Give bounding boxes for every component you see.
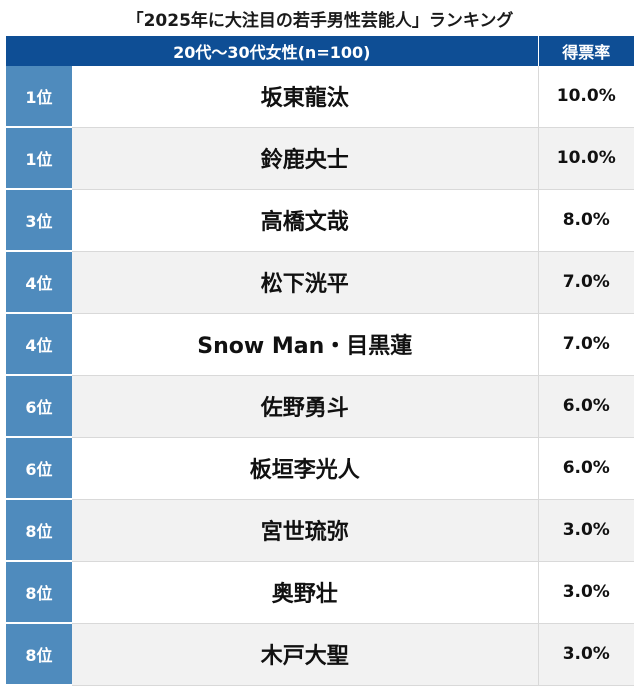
vote-percentage: 10.0% — [538, 66, 635, 128]
header-vote-share: 得票率 — [538, 36, 635, 66]
celebrity-name: 坂東龍汰 — [72, 66, 539, 128]
celebrity-name: 宮世琉弥 — [72, 499, 539, 562]
celebrity-name: 松下洸平 — [72, 251, 539, 314]
table-row: 4位 松下洸平 7.0% — [6, 251, 635, 314]
rank-label: 1位 — [6, 66, 72, 128]
table-row: 1位 坂東龍汰 10.0% — [6, 66, 635, 128]
table-row: 6位 佐野勇斗 6.0% — [6, 375, 635, 438]
rank-label: 6位 — [6, 375, 72, 438]
rank-label: 1位 — [6, 127, 72, 190]
table-row: 1位 鈴鹿央士 10.0% — [6, 127, 635, 190]
celebrity-name: 板垣李光人 — [72, 437, 539, 500]
vote-percentage: 3.0% — [538, 561, 635, 624]
table-header-row: 20代〜30代女性(n=100) 得票率 — [6, 36, 635, 66]
vote-percentage: 6.0% — [538, 375, 635, 438]
rank-label: 8位 — [6, 499, 72, 562]
rank-label: 6位 — [6, 437, 72, 500]
table-row: 8位 木戸大聖 3.0% — [6, 623, 635, 686]
header-respondent-group: 20代〜30代女性(n=100) — [6, 36, 539, 66]
vote-percentage: 3.0% — [538, 623, 635, 686]
rank-label: 4位 — [6, 251, 72, 314]
vote-percentage: 7.0% — [538, 251, 635, 314]
vote-percentage: 6.0% — [538, 437, 635, 500]
celebrity-name: 高橋文哉 — [72, 189, 539, 252]
table-row: 8位 宮世琉弥 3.0% — [6, 499, 635, 562]
rank-label: 3位 — [6, 189, 72, 252]
rank-label: 8位 — [6, 561, 72, 624]
table-row: 6位 板垣李光人 6.0% — [6, 437, 635, 500]
ranking-body: 1位 坂東龍汰 10.0% 1位 鈴鹿央士 10.0% 3位 高橋文哉 8.0% 4位 松下洸平 7.… — [6, 66, 635, 686]
celebrity-name: 奥野壮 — [72, 561, 539, 624]
celebrity-name: 木戸大聖 — [72, 623, 539, 686]
celebrity-name: 鈴鹿央士 — [72, 127, 539, 190]
vote-percentage: 3.0% — [538, 499, 635, 562]
vote-percentage: 10.0% — [538, 127, 635, 190]
celebrity-name: 佐野勇斗 — [72, 375, 539, 438]
ranking-table: 20代〜30代女性(n=100) 得票率 1位 坂東龍汰 10.0% 1位 鈴鹿央士 10… — [6, 36, 635, 686]
vote-percentage: 8.0% — [538, 189, 635, 252]
vote-percentage: 7.0% — [538, 313, 635, 376]
celebrity-name: Snow Man・目黒蓮 — [72, 313, 539, 376]
table-row: 8位 奥野壮 3.0% — [6, 561, 635, 624]
table-row: 3位 高橋文哉 8.0% — [6, 189, 635, 252]
chart-title: 「2025年に大注目の若手男性芸能人」ランキング — [126, 10, 514, 31]
rank-label: 4位 — [6, 313, 72, 376]
rank-label: 8位 — [6, 623, 72, 686]
table-row: 4位 Snow Man・目黒蓮 7.0% — [6, 313, 635, 376]
